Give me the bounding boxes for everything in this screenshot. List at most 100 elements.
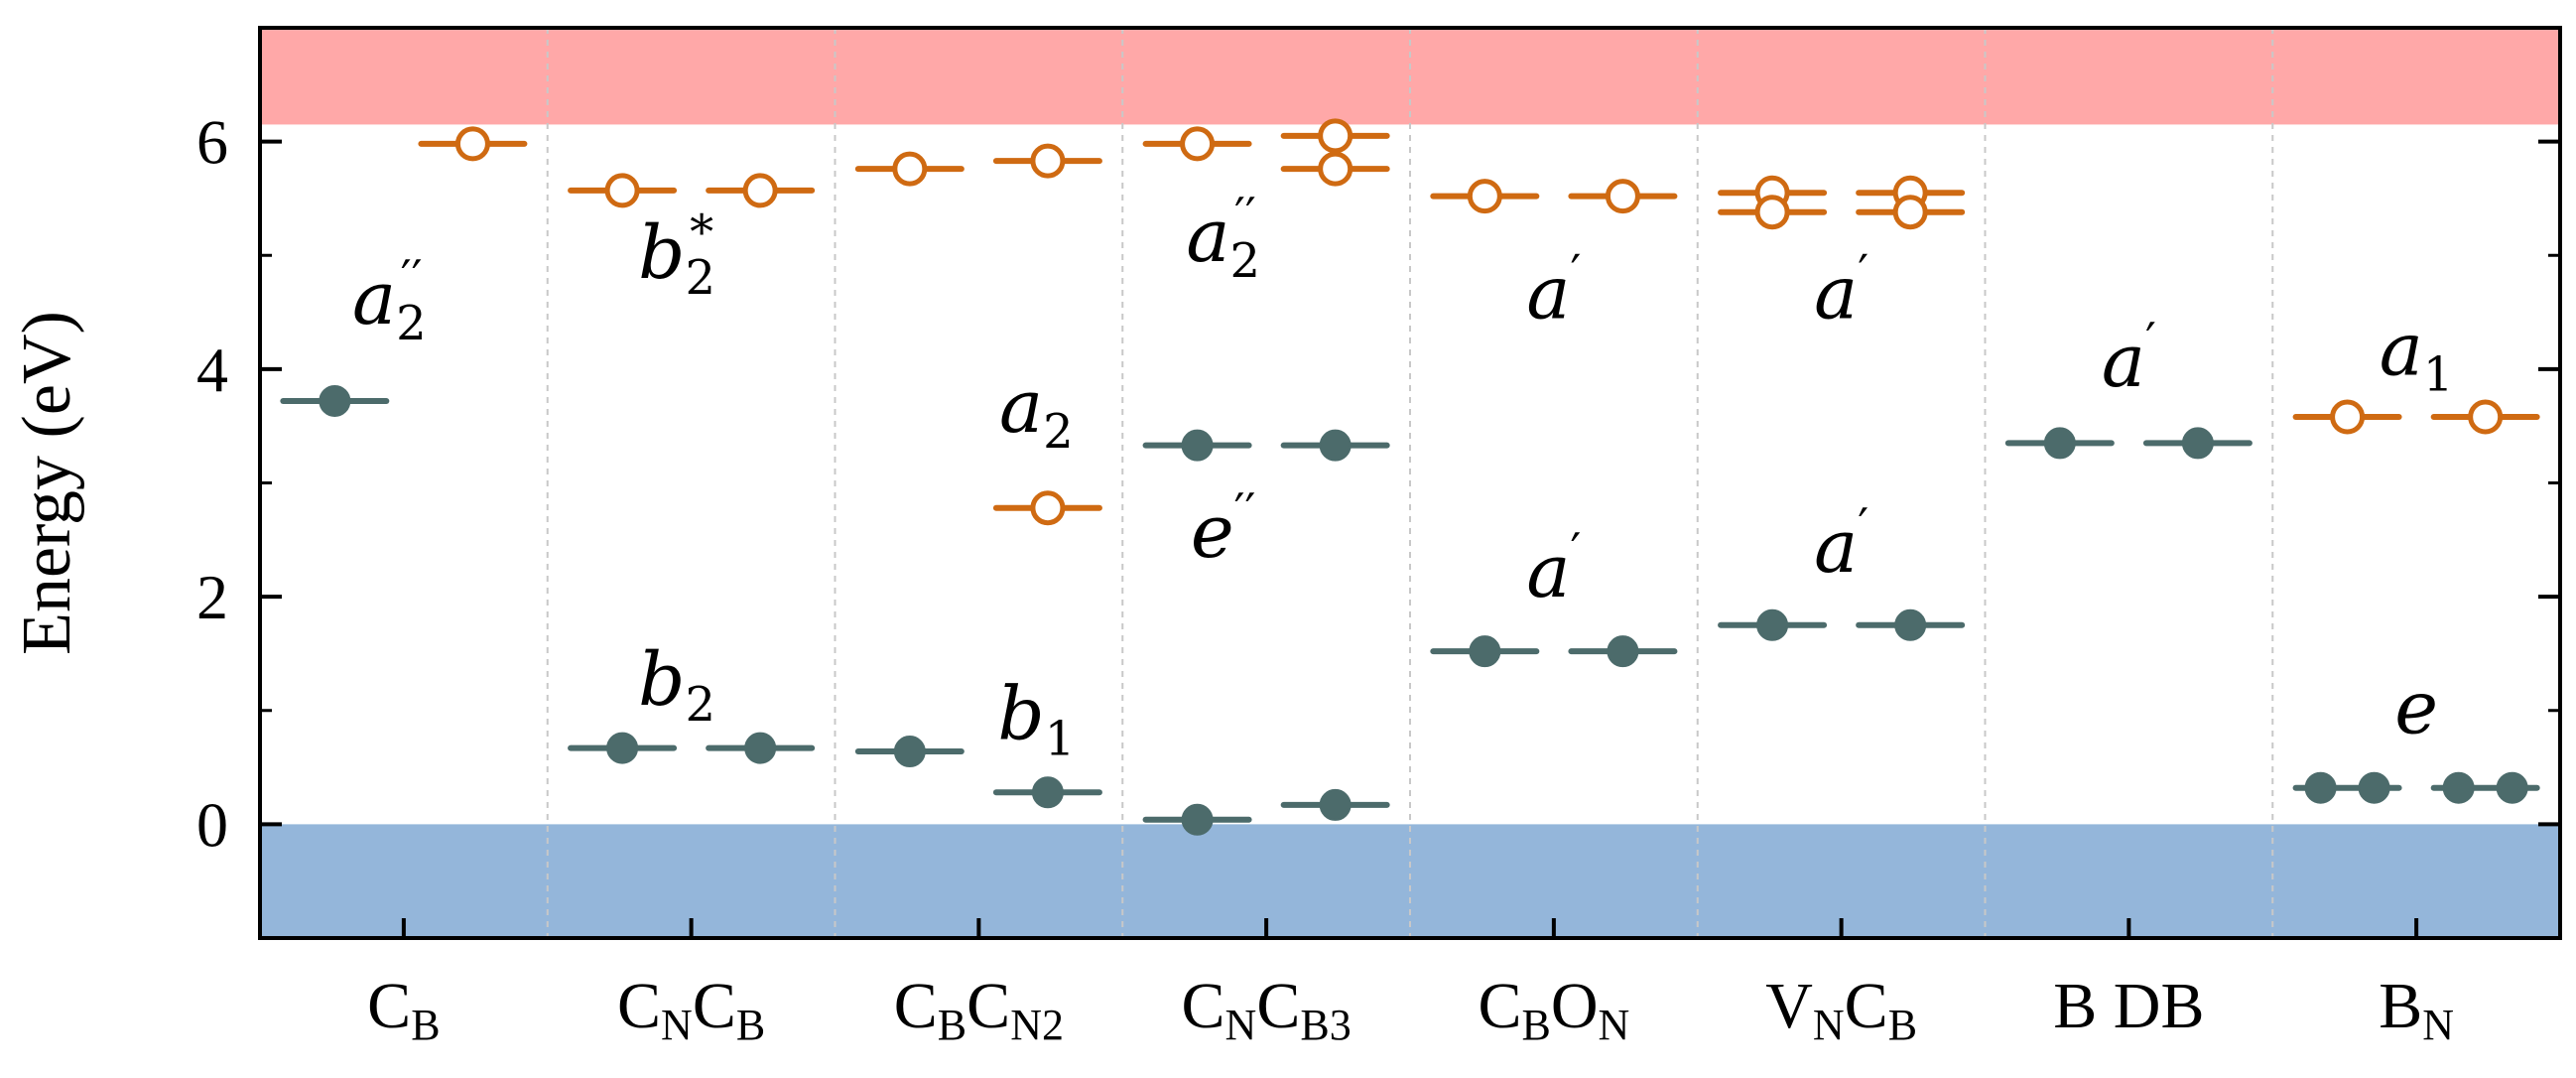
category-label-subscript: B	[1888, 1001, 1917, 1049]
occupied-electron-marker	[1894, 608, 1927, 641]
occupied-electron-marker	[1181, 429, 1214, 462]
orbital-label-base: a	[1526, 250, 1570, 336]
category-label-main: C	[894, 970, 938, 1042]
orbital-label: a′	[1814, 244, 1868, 336]
unoccupied-level	[992, 143, 1102, 179]
occupied-level	[1856, 608, 1966, 641]
category-label-main: C	[367, 970, 411, 1042]
occupied-level	[2142, 427, 2253, 460]
x-category-label: VNCB	[1765, 970, 1917, 1049]
occupied-level	[2292, 771, 2402, 804]
empty-state-marker	[1892, 195, 1928, 230]
orbital-label-superscript: ′	[1570, 244, 1581, 300]
orbital-label-base: a	[1526, 529, 1570, 614]
occupied-level	[1718, 608, 1828, 641]
orbital-label-superscript: ′	[1858, 498, 1868, 554]
orbital-label-base: b	[638, 637, 685, 723]
category-label-subscript: N	[661, 1001, 693, 1049]
y-tick-label: 2	[196, 562, 228, 632]
orbital-label: e	[2394, 666, 2438, 751]
occupied-electron-marker	[1319, 429, 1352, 462]
category-label-subscript: N	[1599, 1001, 1630, 1049]
x-category-label: BN	[2379, 970, 2454, 1049]
occupied-level	[2004, 427, 2115, 460]
orbital-label-subscript: 2	[686, 677, 716, 733]
category-label-subscript: B3	[1300, 1001, 1351, 1049]
x-category-label: CNCB	[617, 970, 765, 1049]
orbital-label: a2′′	[1186, 188, 1260, 289]
occupied-electron-marker	[2043, 427, 2076, 460]
occupied-level	[854, 736, 965, 768]
occupied-electron-marker	[2181, 427, 2214, 460]
occupied-electron-marker	[744, 732, 777, 764]
occupied-electron-marker	[2496, 771, 2528, 804]
orbital-label: a1	[2380, 308, 2454, 403]
empty-state-marker	[2330, 399, 2366, 435]
occupied-electron-marker	[2442, 771, 2475, 804]
orbital-label-base: a	[999, 364, 1043, 450]
orbital-label-base: e	[2394, 666, 2438, 751]
orbital-label: a′	[1526, 244, 1581, 336]
occupied-level	[992, 776, 1102, 809]
empty-state-marker	[2468, 399, 2504, 435]
occupied-level	[1142, 429, 1252, 462]
empty-state-marker	[742, 173, 778, 208]
occupied-electron-marker	[1469, 635, 1501, 668]
occupied-level	[1280, 429, 1390, 462]
unoccupied-level	[854, 151, 965, 187]
orbital-label-superscript: *	[690, 204, 713, 260]
occupied-level	[706, 732, 816, 764]
orbital-label-base: a	[1814, 250, 1858, 336]
x-category-label: CNCB3	[1182, 970, 1352, 1049]
category-label-main: C	[1182, 970, 1225, 1042]
x-category-label: B DB	[2053, 970, 2204, 1042]
orbital-label-superscript: ′	[1570, 523, 1581, 579]
category-label-main: O	[1551, 970, 1599, 1042]
unoccupied-level	[1568, 179, 1678, 214]
orbital-label: b1	[997, 671, 1075, 766]
orbital-label-subscript: 2	[396, 296, 427, 351]
orbital-label-base: a	[2380, 308, 2423, 393]
orbital-label-subscript: 2	[1229, 233, 1260, 289]
empty-state-marker	[604, 173, 640, 208]
axes: 0 2 4 6	[196, 26, 2562, 940]
empty-state-marker	[1318, 118, 1353, 154]
orbital-label-subscript: 2	[686, 250, 716, 306]
unoccupied-level	[1142, 126, 1252, 162]
category-label-subscript: N	[1225, 1001, 1257, 1049]
occupied-electron-marker	[606, 732, 639, 764]
occupied-level	[1142, 803, 1252, 836]
defect-levels	[280, 118, 2540, 836]
y-tick-label: 0	[196, 789, 228, 860]
unoccupied-level	[2292, 399, 2402, 435]
occupied-electron-marker	[1181, 803, 1214, 836]
orbital-label-subscript: 1	[1045, 711, 1076, 766]
empty-state-marker	[1030, 490, 1066, 526]
empty-state-marker	[892, 151, 928, 187]
orbital-label: a2	[999, 364, 1074, 460]
occupied-electron-marker	[893, 736, 926, 768]
category-label-subscript: N2	[1010, 1001, 1064, 1049]
unoccupied-level	[1718, 195, 1828, 230]
empty-state-marker	[1467, 179, 1502, 214]
x-category-labels: CB CNCB CBCN2 CNCB3 CBON VNCB B DB BN	[367, 970, 2454, 1049]
orbital-label-base: a	[352, 256, 396, 341]
orbital-label: a′	[1526, 523, 1581, 614]
category-label-main: C	[966, 970, 1010, 1042]
category-label-main: B DB	[2053, 970, 2204, 1042]
category-label-main: B	[2379, 970, 2422, 1042]
orbital-label-base: e	[1191, 489, 1234, 575]
empty-state-marker	[1318, 151, 1353, 187]
category-label-subscript: N	[1813, 1001, 1845, 1049]
empty-state-marker	[1030, 143, 1066, 179]
occupied-level	[280, 384, 390, 417]
category-label-subscript: N	[2422, 1001, 2454, 1049]
orbital-label-base: b	[638, 210, 685, 296]
orbital-label-subscript: 2	[1043, 404, 1074, 460]
occupied-electron-marker	[319, 384, 351, 417]
unoccupied-level	[418, 126, 528, 162]
category-label-subscript: B	[938, 1001, 966, 1049]
category-label-subscript: B	[411, 1001, 440, 1049]
